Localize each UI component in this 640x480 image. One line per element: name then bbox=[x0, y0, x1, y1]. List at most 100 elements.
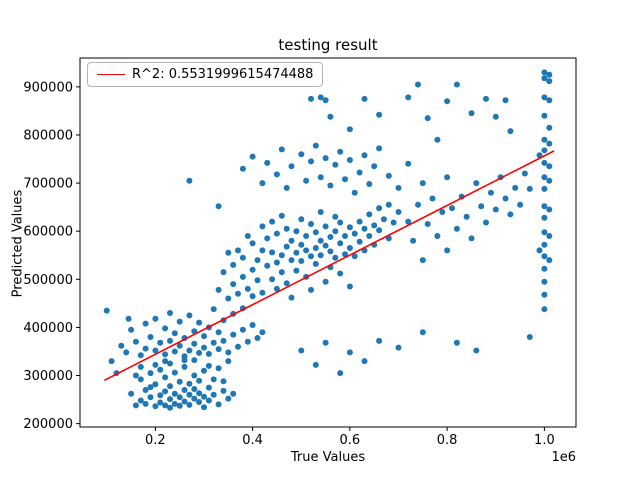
scatter-point bbox=[468, 235, 475, 242]
scatter-point bbox=[278, 146, 285, 153]
scatter-point bbox=[186, 391, 193, 398]
scatter-point bbox=[230, 261, 237, 268]
scatter-point bbox=[376, 337, 383, 344]
scatter-point bbox=[346, 349, 353, 356]
scatter-point bbox=[405, 94, 412, 101]
scatter-point bbox=[201, 333, 207, 340]
scatter-point bbox=[118, 342, 125, 349]
scatter-point bbox=[541, 214, 548, 221]
scatter-point bbox=[473, 347, 480, 354]
scatter-point bbox=[356, 238, 363, 245]
scatter-point bbox=[361, 152, 368, 159]
scatter-point bbox=[298, 258, 305, 264]
scatter-point bbox=[239, 326, 246, 333]
x-axis-offset-label: 1e6 bbox=[551, 450, 576, 465]
scatter-point bbox=[322, 97, 329, 104]
scatter-point bbox=[220, 378, 227, 385]
y-tick-label: 800000 bbox=[23, 128, 73, 143]
scatter-point bbox=[259, 247, 266, 254]
regression-line-segment bbox=[103, 150, 555, 382]
scatter-point bbox=[171, 330, 178, 337]
scatter-point bbox=[205, 362, 212, 369]
scatter-point bbox=[215, 365, 222, 372]
scatter-point bbox=[332, 228, 339, 235]
scatter-point bbox=[346, 157, 353, 163]
scatter-point bbox=[259, 223, 266, 230]
y-tick-label: 600000 bbox=[23, 225, 73, 240]
scatter-point bbox=[346, 126, 353, 133]
scatter-point bbox=[152, 361, 159, 368]
scatter-point bbox=[356, 218, 363, 225]
scatter-point bbox=[225, 249, 232, 256]
scatter-point bbox=[108, 358, 115, 365]
scatter-point bbox=[317, 174, 324, 181]
scatter-point bbox=[293, 228, 300, 235]
scatter-point bbox=[293, 267, 300, 274]
scatter-point bbox=[230, 281, 237, 288]
scatter-point bbox=[298, 241, 305, 248]
scatter-point bbox=[142, 400, 149, 407]
scatter-point bbox=[210, 391, 217, 398]
scatter-point bbox=[283, 184, 290, 191]
scatter-point bbox=[376, 227, 383, 234]
scatter-point bbox=[376, 111, 383, 118]
scatter-point bbox=[162, 374, 169, 381]
scatter-point bbox=[546, 97, 553, 104]
scatter-point bbox=[283, 243, 290, 250]
scatter-point bbox=[235, 247, 241, 254]
scatter-point bbox=[249, 293, 256, 300]
scatter-point bbox=[502, 195, 509, 202]
scatter-point bbox=[205, 397, 212, 404]
scatter-point bbox=[273, 230, 280, 237]
scatter-point bbox=[191, 372, 198, 379]
scatter-point bbox=[385, 172, 392, 179]
scatter-point bbox=[215, 401, 222, 408]
scatter-point bbox=[395, 344, 402, 351]
scatter-point bbox=[298, 347, 305, 354]
scatter-point bbox=[536, 247, 543, 254]
scatter-point bbox=[171, 400, 178, 407]
scatter-point bbox=[487, 189, 494, 196]
scatter-point bbox=[205, 350, 212, 357]
x-tick-label: 0.2 bbox=[145, 433, 166, 448]
scatter-point bbox=[147, 384, 154, 391]
chart-title: testing result bbox=[278, 36, 378, 54]
scatter-point bbox=[283, 280, 290, 287]
scatter-point bbox=[239, 273, 246, 280]
scatter-point bbox=[235, 343, 241, 350]
scatter-point bbox=[186, 347, 193, 354]
scatter-point bbox=[546, 124, 553, 131]
scatter-point bbox=[541, 278, 548, 285]
scatter-point bbox=[249, 266, 256, 273]
scatter-point bbox=[215, 346, 222, 353]
scatter-point bbox=[308, 221, 314, 227]
scatter-point bbox=[512, 184, 519, 191]
scatter-point bbox=[191, 340, 198, 347]
scatter-point bbox=[541, 136, 548, 143]
scatter-point bbox=[176, 318, 183, 325]
scatter-point bbox=[132, 372, 139, 379]
scatter-point bbox=[264, 262, 271, 269]
scatter-point bbox=[196, 399, 203, 405]
scatter-point bbox=[449, 205, 455, 212]
scatter-point bbox=[191, 395, 198, 402]
scatter-point bbox=[230, 390, 237, 397]
scatter-point bbox=[254, 257, 261, 264]
scatter-point bbox=[147, 334, 154, 340]
scatter-point bbox=[225, 349, 232, 356]
scatter-point bbox=[337, 219, 344, 226]
y-tick-label: 200000 bbox=[23, 417, 73, 432]
scatter-point bbox=[444, 174, 451, 181]
scatter-point bbox=[342, 176, 348, 183]
x-tick-label: 0.6 bbox=[340, 433, 361, 448]
scatter-point bbox=[361, 95, 368, 102]
scatter-point bbox=[342, 251, 348, 258]
scatter-point bbox=[541, 69, 548, 76]
scatter-point bbox=[254, 335, 261, 341]
scatter-point bbox=[181, 353, 188, 360]
scatter-point bbox=[298, 151, 305, 158]
scatter-point bbox=[152, 347, 159, 354]
scatter-point bbox=[429, 195, 436, 202]
scatter-point bbox=[201, 344, 207, 351]
